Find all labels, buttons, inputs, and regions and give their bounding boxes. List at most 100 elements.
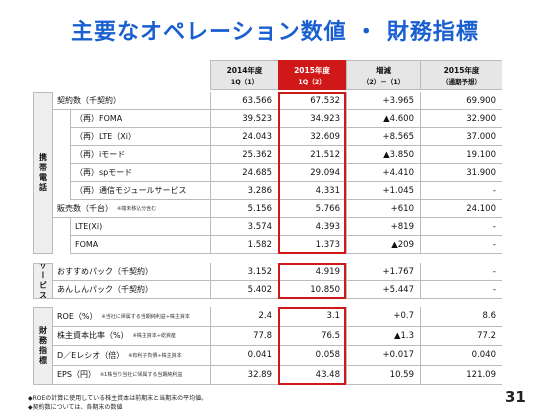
section-label: 携帯電話 bbox=[33, 92, 52, 254]
row-label: D／Eレシオ（倍） ※有利子負債÷株主資本 bbox=[52, 346, 210, 366]
row-label-text: LTE(Xi) bbox=[75, 222, 103, 231]
row-label-text: FOMA bbox=[75, 240, 99, 249]
row-note: ※端末移込分含む bbox=[117, 206, 157, 212]
row-label: LTE(Xi) bbox=[70, 218, 210, 236]
row-label: （再）通信モジュールサービス bbox=[70, 182, 210, 200]
value-cell: +0.017 bbox=[346, 346, 420, 366]
row-label-text: EPS（円） bbox=[57, 370, 96, 380]
header-line: 1Q（2） bbox=[298, 77, 326, 86]
value-cell: 2.4 bbox=[210, 307, 278, 327]
footnote: ◆ROEの計算に使用している株主資本は前期末と当期末の平均値。 bbox=[28, 395, 208, 402]
value-cell: 25.362 bbox=[210, 146, 278, 164]
row-label-text: おすすめパック（千契約） bbox=[57, 267, 153, 276]
indent-cell bbox=[52, 218, 70, 236]
row-label-text: 契約数（千契約） bbox=[57, 96, 121, 105]
row-label: （再）LTE（Xi） bbox=[70, 128, 210, 146]
value-cell: +819 bbox=[346, 218, 420, 236]
row-label-text: D／Eレシオ（倍） bbox=[57, 350, 125, 360]
footnote: ◆契約数については、各期末の数値 bbox=[28, 404, 123, 411]
row-label: ROE（%） ※当社に帰属する当期純利益÷株主資本 bbox=[52, 307, 210, 327]
value-cell: 37.000 bbox=[420, 128, 502, 146]
row-label: おすすめパック（千契約） bbox=[52, 263, 210, 281]
value-cell: - bbox=[420, 182, 502, 200]
value-cell: ▲209 bbox=[346, 236, 420, 254]
row-label-text: 株主資本比率（%） bbox=[57, 331, 129, 341]
value-cell: 39.523 bbox=[210, 110, 278, 128]
header-line: （2）－（1） bbox=[362, 77, 405, 86]
value-cell: +0.7 bbox=[346, 307, 420, 327]
value-cell: 24.043 bbox=[210, 128, 278, 146]
indent-cell bbox=[52, 164, 70, 182]
value-cell: ▲1.3 bbox=[346, 326, 420, 346]
value-cell: 77.8 bbox=[210, 326, 278, 346]
value-cell: - bbox=[420, 263, 502, 281]
row-label: FOMA bbox=[70, 236, 210, 254]
row-note: ※当社に帰属する当期純利益÷株主資本 bbox=[101, 313, 190, 320]
indent-cell bbox=[52, 146, 70, 164]
column-header: 増減 （2）－（1） bbox=[346, 60, 420, 90]
value-cell: 69.900 bbox=[420, 92, 502, 110]
row-label: 契約数（千契約） bbox=[52, 92, 210, 110]
value-cell: 63.566 bbox=[210, 92, 278, 110]
header-line: 1Q（1） bbox=[230, 77, 259, 86]
value-cell: +3.965 bbox=[346, 92, 420, 110]
value-cell: 32.900 bbox=[420, 110, 502, 128]
row-label: あんしんパック（千契約） bbox=[52, 281, 210, 299]
row-label-text: 販売数（千台） bbox=[57, 204, 113, 213]
value-cell: 3.574 bbox=[210, 218, 278, 236]
header-line: 2015年度 bbox=[294, 65, 330, 75]
value-cell: 10.59 bbox=[346, 365, 420, 385]
value-cell: +5.447 bbox=[346, 281, 420, 299]
value-cell: 24.100 bbox=[420, 200, 502, 218]
row-label: （再）FOMA bbox=[70, 110, 210, 128]
row-label: 販売数（千台） ※端末移込分含む bbox=[52, 200, 210, 218]
highlight-frame bbox=[278, 92, 346, 254]
value-cell: +1.767 bbox=[346, 263, 420, 281]
value-cell: 32.89 bbox=[210, 365, 278, 385]
value-cell: 0.041 bbox=[210, 346, 278, 366]
row-note: ※1株当り当社に帰属する当期純利益 bbox=[99, 372, 183, 379]
value-cell: ▲4.600 bbox=[346, 110, 420, 128]
value-cell: 5.402 bbox=[210, 281, 278, 299]
value-cell: 3.286 bbox=[210, 182, 278, 200]
value-cell: 8.6 bbox=[420, 307, 502, 327]
row-label: EPS（円） ※1株当り当社に帰属する当期純利益 bbox=[52, 365, 210, 385]
row-label-text: （再）iモード bbox=[75, 150, 126, 159]
value-cell: - bbox=[420, 281, 502, 299]
value-cell: +1.045 bbox=[346, 182, 420, 200]
header-line: 2015年度 bbox=[443, 65, 480, 75]
column-header: 2015年度 （通期予想） bbox=[420, 60, 502, 90]
header-line: 増減 bbox=[376, 65, 391, 75]
value-cell: 24.685 bbox=[210, 164, 278, 182]
value-cell: +610 bbox=[346, 200, 420, 218]
value-cell: 5.156 bbox=[210, 200, 278, 218]
row-label-text: （再）FOMA bbox=[75, 114, 123, 123]
row-label-text: （再）LTE（Xi） bbox=[75, 132, 136, 141]
header-line: （通期予想） bbox=[442, 77, 481, 86]
value-cell: ▲3.850 bbox=[346, 146, 420, 164]
header-line: 2014年度 bbox=[226, 65, 263, 75]
value-cell: 31.900 bbox=[420, 164, 502, 182]
row-label-text: （再）通信モジュールサービス bbox=[75, 186, 187, 195]
row-label-text: あんしんパック（千契約） bbox=[57, 285, 153, 294]
row-label: 株主資本比率（%） ※株主資本÷総資産 bbox=[52, 326, 210, 346]
indent-cell bbox=[52, 128, 70, 146]
value-cell: 3.152 bbox=[210, 263, 278, 281]
highlight-frame bbox=[278, 307, 346, 385]
title: 主要なオペレーション数値 ・ 財務指標 bbox=[71, 20, 479, 45]
page-number: 31 bbox=[505, 388, 526, 406]
value-cell: - bbox=[420, 236, 502, 254]
section-label: サービス bbox=[33, 263, 52, 299]
value-cell: 19.100 bbox=[420, 146, 502, 164]
section-label: 財務指標 bbox=[33, 307, 52, 385]
row-label: （再）iモード bbox=[70, 146, 210, 164]
value-cell: - bbox=[420, 218, 502, 236]
row-note: ※有利子負債÷株主資本 bbox=[128, 352, 182, 359]
column-header: 2015年度 1Q（2） bbox=[278, 60, 346, 90]
value-cell: 77.2 bbox=[420, 326, 502, 346]
indent-cell bbox=[52, 182, 70, 200]
value-cell: +8.565 bbox=[346, 128, 420, 146]
value-cell: +4.410 bbox=[346, 164, 420, 182]
value-cell: 0.040 bbox=[420, 346, 502, 366]
